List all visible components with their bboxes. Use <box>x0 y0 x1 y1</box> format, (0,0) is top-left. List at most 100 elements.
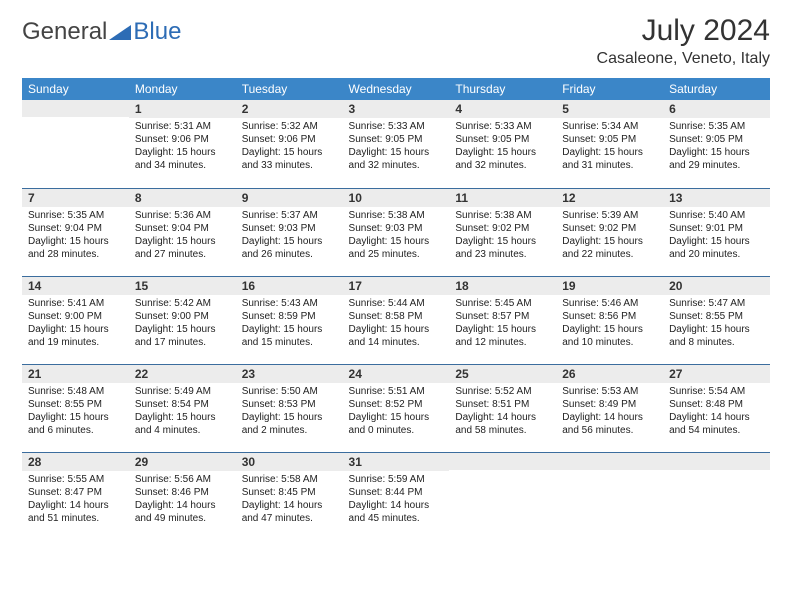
calendar-cell: 28Sunrise: 5:55 AMSunset: 8:47 PMDayligh… <box>22 452 129 540</box>
calendar-cell: 24Sunrise: 5:51 AMSunset: 8:52 PMDayligh… <box>343 364 450 452</box>
month-title: July 2024 <box>597 14 770 48</box>
sunrise-text: Sunrise: 5:58 AM <box>242 473 337 486</box>
sunset-text: Sunset: 8:52 PM <box>349 398 444 411</box>
sunrise-text: Sunrise: 5:49 AM <box>135 385 230 398</box>
sunset-text: Sunset: 9:06 PM <box>242 133 337 146</box>
sunset-text: Sunset: 8:57 PM <box>455 310 550 323</box>
day-details: Sunrise: 5:33 AMSunset: 9:05 PMDaylight:… <box>343 118 450 176</box>
daylight-text: Daylight: 14 hours <box>562 411 657 424</box>
daylight-text: and 23 minutes. <box>455 248 550 261</box>
sunset-text: Sunset: 8:54 PM <box>135 398 230 411</box>
sunset-text: Sunset: 9:06 PM <box>135 133 230 146</box>
day-details <box>22 117 129 123</box>
calendar-cell: 6Sunrise: 5:35 AMSunset: 9:05 PMDaylight… <box>663 100 770 188</box>
col-monday: Monday <box>129 78 236 100</box>
daylight-text: and 6 minutes. <box>28 424 123 437</box>
sunrise-text: Sunrise: 5:33 AM <box>455 120 550 133</box>
calendar-cell: 14Sunrise: 5:41 AMSunset: 9:00 PMDayligh… <box>22 276 129 364</box>
calendar-cell <box>449 452 556 540</box>
day-details: Sunrise: 5:39 AMSunset: 9:02 PMDaylight:… <box>556 207 663 265</box>
sunset-text: Sunset: 8:44 PM <box>349 486 444 499</box>
day-number: 27 <box>663 365 770 383</box>
sunrise-text: Sunrise: 5:40 AM <box>669 209 764 222</box>
sunrise-text: Sunrise: 5:59 AM <box>349 473 444 486</box>
daylight-text: Daylight: 14 hours <box>349 499 444 512</box>
daylight-text: Daylight: 15 hours <box>28 411 123 424</box>
daylight-text: and 45 minutes. <box>349 512 444 525</box>
day-number: 12 <box>556 189 663 207</box>
daylight-text: and 10 minutes. <box>562 336 657 349</box>
sunset-text: Sunset: 8:58 PM <box>349 310 444 323</box>
daylight-text: and 26 minutes. <box>242 248 337 261</box>
sunrise-text: Sunrise: 5:48 AM <box>28 385 123 398</box>
day-details: Sunrise: 5:47 AMSunset: 8:55 PMDaylight:… <box>663 295 770 353</box>
daylight-text: and 58 minutes. <box>455 424 550 437</box>
day-number: 2 <box>236 100 343 118</box>
sunset-text: Sunset: 8:55 PM <box>28 398 123 411</box>
day-number: 19 <box>556 277 663 295</box>
daylight-text: and 29 minutes. <box>669 159 764 172</box>
calendar-cell: 16Sunrise: 5:43 AMSunset: 8:59 PMDayligh… <box>236 276 343 364</box>
sunset-text: Sunset: 8:49 PM <box>562 398 657 411</box>
calendar-row: 21Sunrise: 5:48 AMSunset: 8:55 PMDayligh… <box>22 364 770 452</box>
daylight-text: Daylight: 15 hours <box>135 323 230 336</box>
calendar-cell: 12Sunrise: 5:39 AMSunset: 9:02 PMDayligh… <box>556 188 663 276</box>
daylight-text: Daylight: 15 hours <box>135 146 230 159</box>
calendar-cell: 17Sunrise: 5:44 AMSunset: 8:58 PMDayligh… <box>343 276 450 364</box>
calendar-cell: 23Sunrise: 5:50 AMSunset: 8:53 PMDayligh… <box>236 364 343 452</box>
sunrise-text: Sunrise: 5:52 AM <box>455 385 550 398</box>
location-label: Casaleone, Veneto, Italy <box>597 50 770 68</box>
daylight-text: Daylight: 15 hours <box>28 323 123 336</box>
daylight-text: and 28 minutes. <box>28 248 123 261</box>
sunrise-text: Sunrise: 5:56 AM <box>135 473 230 486</box>
sunrise-text: Sunrise: 5:35 AM <box>28 209 123 222</box>
day-details: Sunrise: 5:36 AMSunset: 9:04 PMDaylight:… <box>129 207 236 265</box>
daylight-text: and 8 minutes. <box>669 336 764 349</box>
day-details <box>449 470 556 476</box>
day-details <box>556 470 663 476</box>
daylight-text: Daylight: 15 hours <box>562 146 657 159</box>
daylight-text: and 19 minutes. <box>28 336 123 349</box>
day-details: Sunrise: 5:33 AMSunset: 9:05 PMDaylight:… <box>449 118 556 176</box>
sunset-text: Sunset: 8:51 PM <box>455 398 550 411</box>
day-number: 22 <box>129 365 236 383</box>
day-number: 15 <box>129 277 236 295</box>
day-number: 7 <box>22 189 129 207</box>
sunrise-text: Sunrise: 5:37 AM <box>242 209 337 222</box>
daylight-text: and 2 minutes. <box>242 424 337 437</box>
daylight-text: and 49 minutes. <box>135 512 230 525</box>
calendar-cell: 13Sunrise: 5:40 AMSunset: 9:01 PMDayligh… <box>663 188 770 276</box>
sunrise-text: Sunrise: 5:32 AM <box>242 120 337 133</box>
daylight-text: Daylight: 15 hours <box>349 323 444 336</box>
day-number <box>556 453 663 470</box>
sunrise-text: Sunrise: 5:35 AM <box>669 120 764 133</box>
calendar-cell: 19Sunrise: 5:46 AMSunset: 8:56 PMDayligh… <box>556 276 663 364</box>
day-details: Sunrise: 5:41 AMSunset: 9:00 PMDaylight:… <box>22 295 129 353</box>
calendar-cell: 2Sunrise: 5:32 AMSunset: 9:06 PMDaylight… <box>236 100 343 188</box>
daylight-text: and 47 minutes. <box>242 512 337 525</box>
calendar-cell: 31Sunrise: 5:59 AMSunset: 8:44 PMDayligh… <box>343 452 450 540</box>
sunrise-text: Sunrise: 5:41 AM <box>28 297 123 310</box>
sunset-text: Sunset: 8:53 PM <box>242 398 337 411</box>
day-number: 23 <box>236 365 343 383</box>
day-details: Sunrise: 5:37 AMSunset: 9:03 PMDaylight:… <box>236 207 343 265</box>
calendar-cell <box>663 452 770 540</box>
sunrise-text: Sunrise: 5:46 AM <box>562 297 657 310</box>
day-number: 28 <box>22 453 129 471</box>
calendar-cell: 11Sunrise: 5:38 AMSunset: 9:02 PMDayligh… <box>449 188 556 276</box>
day-number: 21 <box>22 365 129 383</box>
day-number: 10 <box>343 189 450 207</box>
sunrise-text: Sunrise: 5:50 AM <box>242 385 337 398</box>
daylight-text: and 34 minutes. <box>135 159 230 172</box>
daylight-text: and 12 minutes. <box>455 336 550 349</box>
day-details <box>663 470 770 476</box>
daylight-text: Daylight: 14 hours <box>669 411 764 424</box>
sunset-text: Sunset: 9:05 PM <box>349 133 444 146</box>
calendar-cell: 3Sunrise: 5:33 AMSunset: 9:05 PMDaylight… <box>343 100 450 188</box>
daylight-text: Daylight: 14 hours <box>28 499 123 512</box>
calendar-cell: 29Sunrise: 5:56 AMSunset: 8:46 PMDayligh… <box>129 452 236 540</box>
daylight-text: Daylight: 15 hours <box>242 323 337 336</box>
day-number: 25 <box>449 365 556 383</box>
daylight-text: and 20 minutes. <box>669 248 764 261</box>
day-details: Sunrise: 5:34 AMSunset: 9:05 PMDaylight:… <box>556 118 663 176</box>
